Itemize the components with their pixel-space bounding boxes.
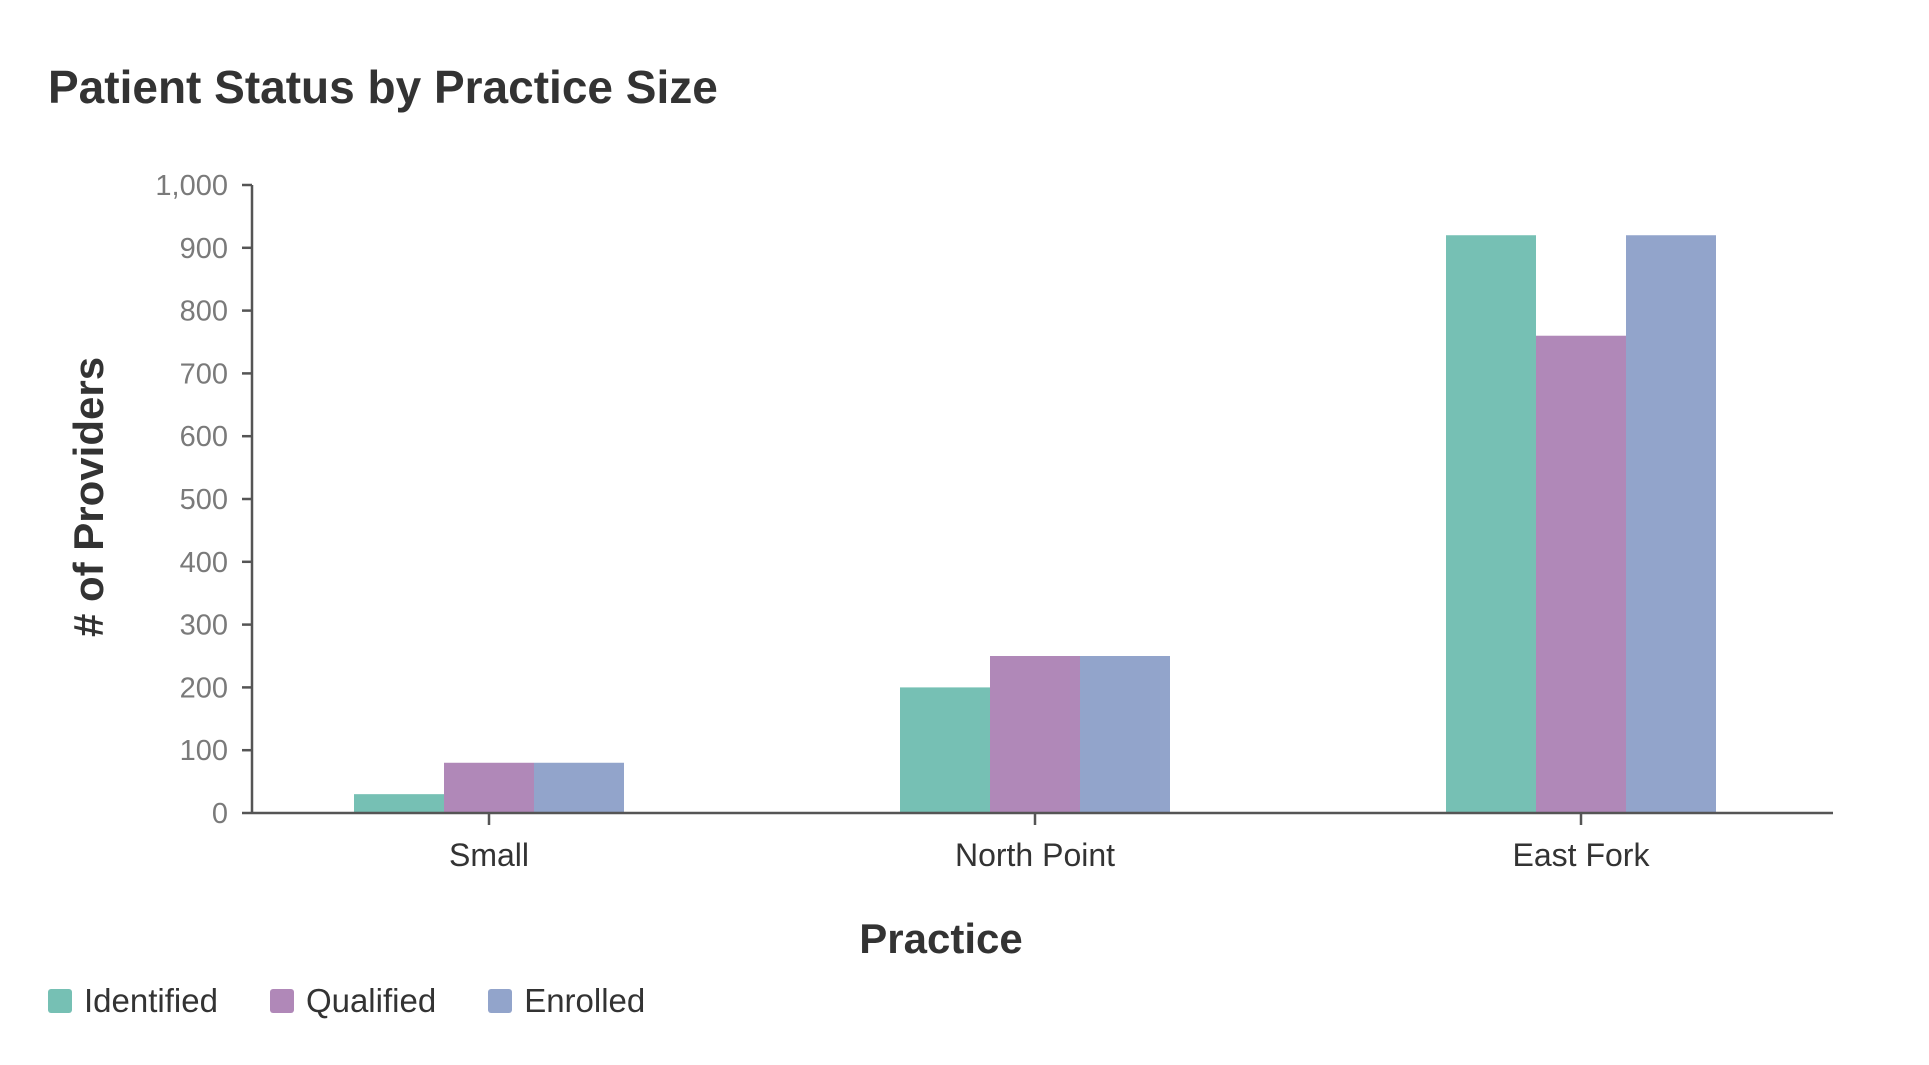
bar-enrolled-north-point[interactable] [1080, 656, 1170, 813]
y-tick-label: 1,000 [155, 170, 228, 202]
y-tick-label: 600 [180, 421, 228, 453]
x-tick-label-small: Small [449, 837, 529, 873]
x-tick-label-east-fork: East Fork [1513, 837, 1651, 873]
legend: Identified Qualified Enrolled [48, 982, 645, 1020]
bar-qualified-north-point[interactable] [990, 656, 1080, 813]
legend-swatch [269, 989, 294, 1013]
y-tick-label: 300 [180, 610, 228, 642]
legend-item-enrolled[interactable]: Enrolled [488, 982, 645, 1020]
bar-enrolled-small[interactable] [534, 762, 624, 813]
y-tick-label: 400 [180, 547, 228, 579]
y-tick-label: 900 [180, 233, 228, 265]
legend-label: Identified [84, 982, 218, 1019]
legend-label: Qualified [305, 982, 437, 1019]
legend-item-qualified[interactable]: Qualified [269, 982, 437, 1020]
chart-title: Patient Status by Practice Size [48, 61, 718, 113]
y-tick-label: 200 [180, 672, 228, 704]
legend-swatch [48, 989, 72, 1013]
bar-qualified-east-fork[interactable] [1536, 335, 1626, 813]
bar-enrolled-east-fork[interactable] [1626, 235, 1716, 814]
x-tick-label-north-point: North Point [955, 837, 1115, 873]
legend-swatch [488, 989, 513, 1013]
x-axis-title: Practice [859, 915, 1022, 962]
bars-layer [354, 235, 1716, 814]
y-tick-label: 100 [180, 735, 228, 767]
legend-label: Enrolled [524, 982, 646, 1019]
bar-identified-east-fork[interactable] [1446, 235, 1536, 814]
legend-item-identified[interactable]: Identified [48, 982, 218, 1020]
x-axis-ticks: Small North Point East Fork [449, 813, 1650, 873]
y-tick-label: 0 [212, 798, 228, 830]
bar-identified-north-point[interactable] [900, 687, 990, 813]
y-tick-label: 800 [180, 296, 228, 328]
bar-qualified-small[interactable] [444, 762, 534, 813]
y-axis-ticks: 0 100 200 300 400 500 600 700 800 900 1,000 [155, 170, 252, 830]
y-tick-label: 700 [180, 358, 228, 390]
bar-identified-small[interactable] [354, 794, 444, 813]
y-tick-label: 500 [180, 484, 228, 516]
y-axis-title: # of Providers [65, 357, 112, 637]
